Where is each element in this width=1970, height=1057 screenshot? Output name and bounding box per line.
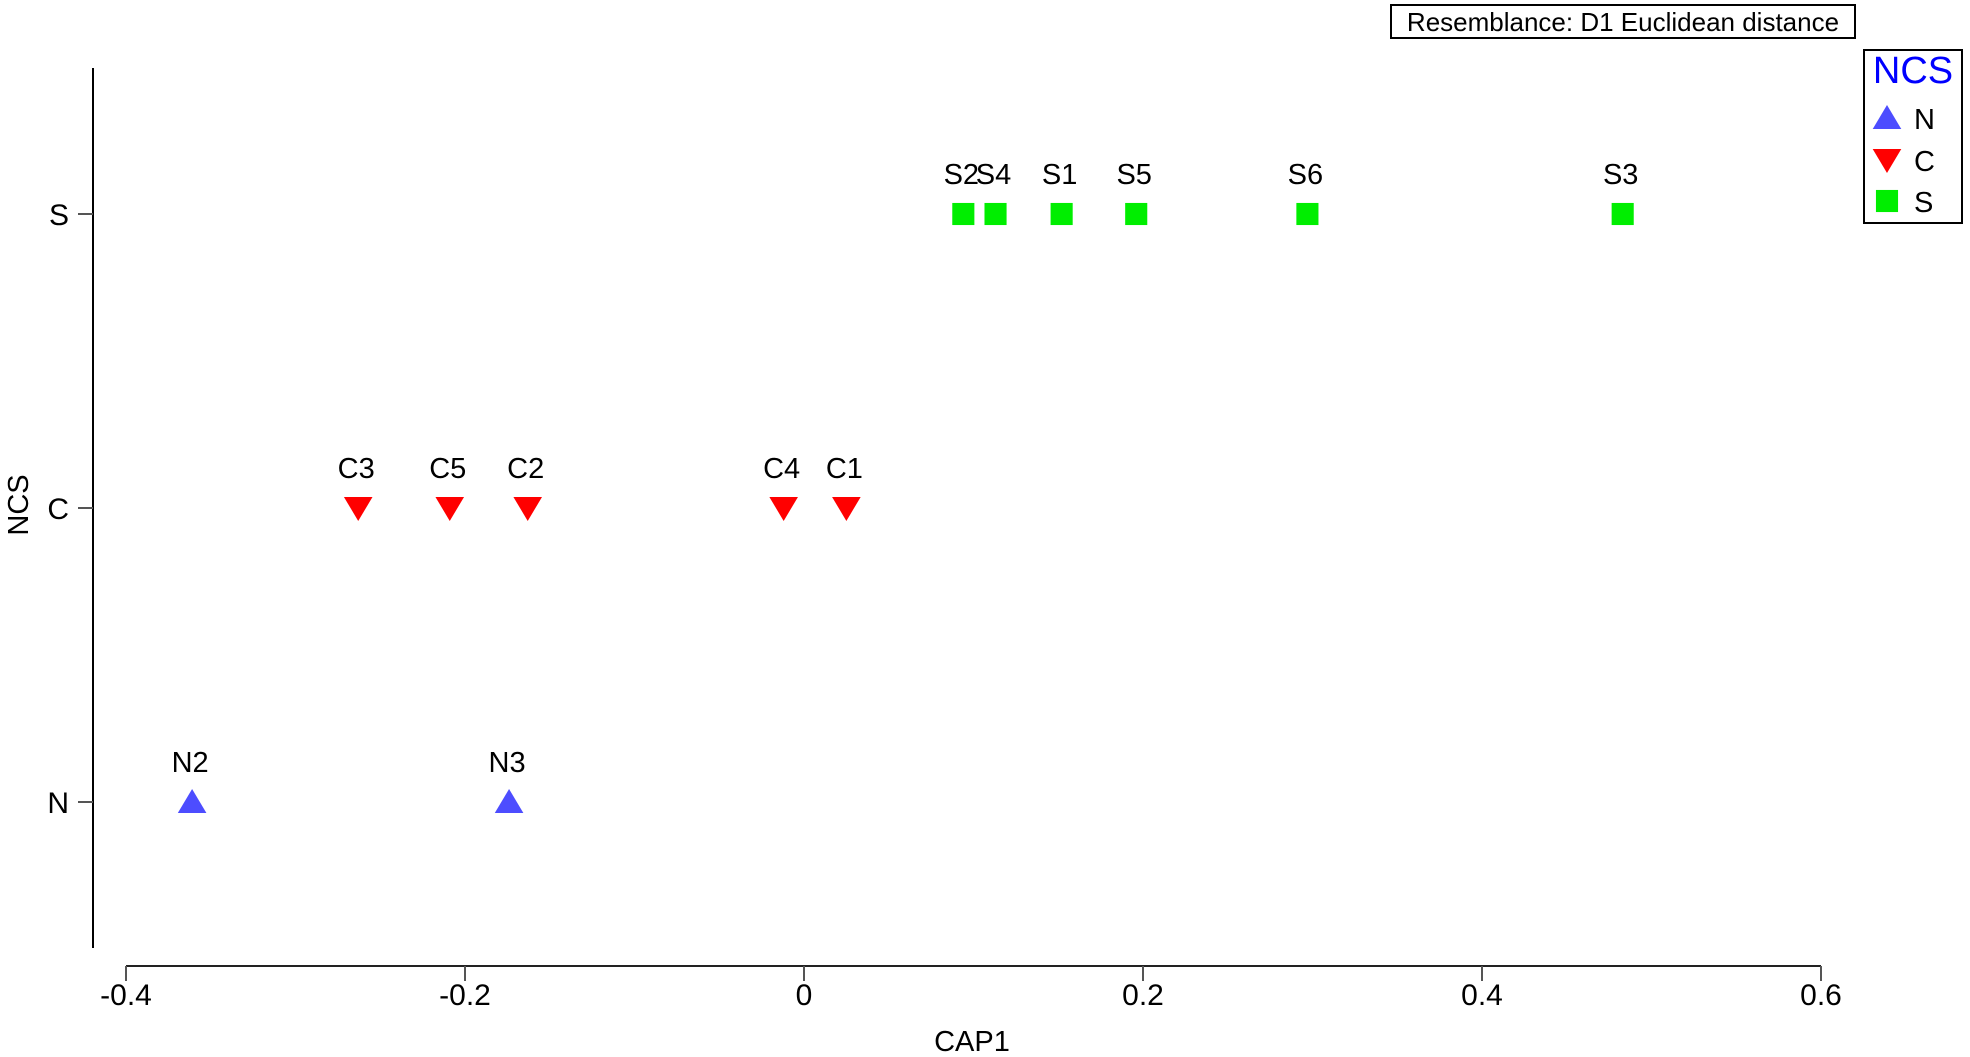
y-axis-ticks: N C S <box>47 199 93 820</box>
legend-entries: NCS <box>1872 104 1935 219</box>
point-label: S3 <box>1603 159 1638 191</box>
x-axis-title: CAP1 <box>934 1026 1010 1057</box>
legend-label: N <box>1914 104 1935 136</box>
triangle-up-legend-icon <box>1872 105 1902 130</box>
triangle-up-marker-icon <box>177 789 207 814</box>
data-point-s2: S2 <box>944 159 979 226</box>
point-label: S4 <box>976 159 1011 191</box>
legend-entry-s: S <box>1875 187 1933 219</box>
point-label: N2 <box>172 747 209 779</box>
point-label: C2 <box>507 453 544 485</box>
triangle-up-marker-icon <box>494 789 524 814</box>
legend-label: S <box>1914 187 1933 219</box>
point-label: N3 <box>489 747 526 779</box>
y-tick-label: N <box>47 787 69 820</box>
legend-entry-n: N <box>1872 104 1935 136</box>
triangle-down-marker-icon <box>832 496 861 521</box>
point-label: C1 <box>826 453 863 485</box>
point-label: S6 <box>1288 159 1323 191</box>
data-point-c3: C3 <box>338 453 375 521</box>
point-label: S1 <box>1042 159 1077 191</box>
x-tick-label: -0.2 <box>439 979 491 1012</box>
x-tick-label: 0.2 <box>1122 979 1164 1012</box>
data-point-s3: S3 <box>1603 159 1638 226</box>
legend-entry-c: C <box>1872 146 1935 178</box>
square-marker-icon <box>1296 202 1319 226</box>
x-tick-label: 0.4 <box>1461 979 1503 1012</box>
legend-label: C <box>1914 146 1935 178</box>
data-point-c5: C5 <box>429 453 466 521</box>
point-label: S2 <box>944 159 979 191</box>
data-point-c1: C1 <box>826 453 863 521</box>
square-marker-icon <box>1611 202 1634 226</box>
triangle-down-marker-icon <box>513 496 543 521</box>
triangle-down-marker-icon <box>435 496 465 521</box>
x-tick-label: 0 <box>796 979 813 1012</box>
point-label: C5 <box>429 453 466 485</box>
resemblance-annotation: Resemblance: D1 Euclidean distance <box>1390 4 1856 39</box>
square-legend-icon <box>1875 189 1899 213</box>
triangle-down-marker-icon <box>769 496 798 521</box>
point-label: C3 <box>338 453 375 485</box>
x-axis-ticks: -0.4 -0.2 0 0.2 0.4 0.6 <box>100 966 1842 1012</box>
square-marker-icon <box>952 202 975 226</box>
square-marker-icon <box>1125 202 1148 226</box>
legend-title: NCS <box>1873 50 1953 92</box>
square-marker-icon <box>1050 202 1073 226</box>
data-point-s1: S1 <box>1042 159 1077 226</box>
data-point-n2: N2 <box>172 747 209 814</box>
data-point-s6: S6 <box>1288 159 1323 226</box>
y-tick-label: C <box>47 493 69 526</box>
data-point-s4: S4 <box>976 159 1011 226</box>
data-point-s5: S5 <box>1116 159 1152 226</box>
x-tick-label: 0.6 <box>1800 979 1842 1012</box>
data-point-n3: N3 <box>489 747 526 814</box>
point-label: S5 <box>1116 159 1151 191</box>
triangle-down-legend-icon <box>1872 148 1902 173</box>
data-point-c2: C2 <box>507 453 544 521</box>
y-axis-title: NCS <box>3 474 35 535</box>
triangle-down-marker-icon <box>343 496 373 521</box>
x-tick-label: -0.4 <box>100 979 152 1012</box>
data-point-c4: C4 <box>763 453 800 521</box>
resemblance-text: Resemblance: D1 Euclidean distance <box>1407 7 1839 37</box>
y-tick-label: S <box>49 199 69 232</box>
legend: NCS NCS <box>1863 49 1963 224</box>
square-marker-icon <box>984 202 1007 226</box>
point-label: C4 <box>763 453 800 485</box>
